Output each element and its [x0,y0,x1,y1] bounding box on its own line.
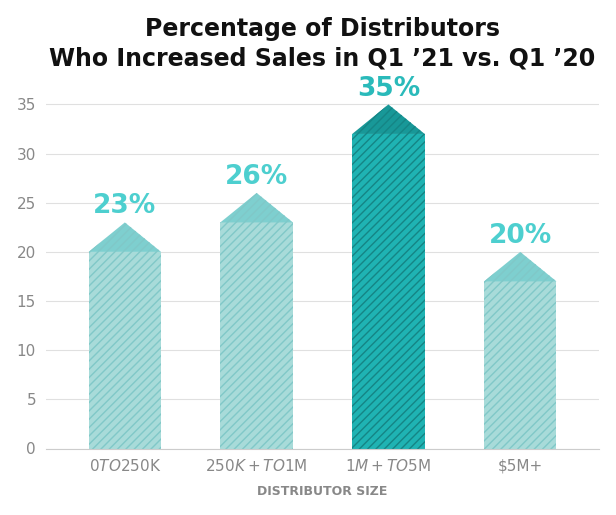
Polygon shape [484,252,556,281]
Text: 35%: 35% [357,76,420,101]
Title: Percentage of Distributors
Who Increased Sales in Q1 ’21 vs. Q1 ’20: Percentage of Distributors Who Increased… [49,16,596,71]
Bar [352,134,424,449]
Polygon shape [221,193,293,222]
Text: 20%: 20% [488,223,552,249]
Text: 26%: 26% [225,164,288,190]
Bar [221,222,293,449]
Polygon shape [352,105,424,134]
Bar [484,281,556,449]
Polygon shape [89,222,161,252]
Text: 23%: 23% [93,194,156,219]
X-axis label: DISTRIBUTOR SIZE: DISTRIBUTOR SIZE [257,485,387,499]
Bar [89,252,161,449]
